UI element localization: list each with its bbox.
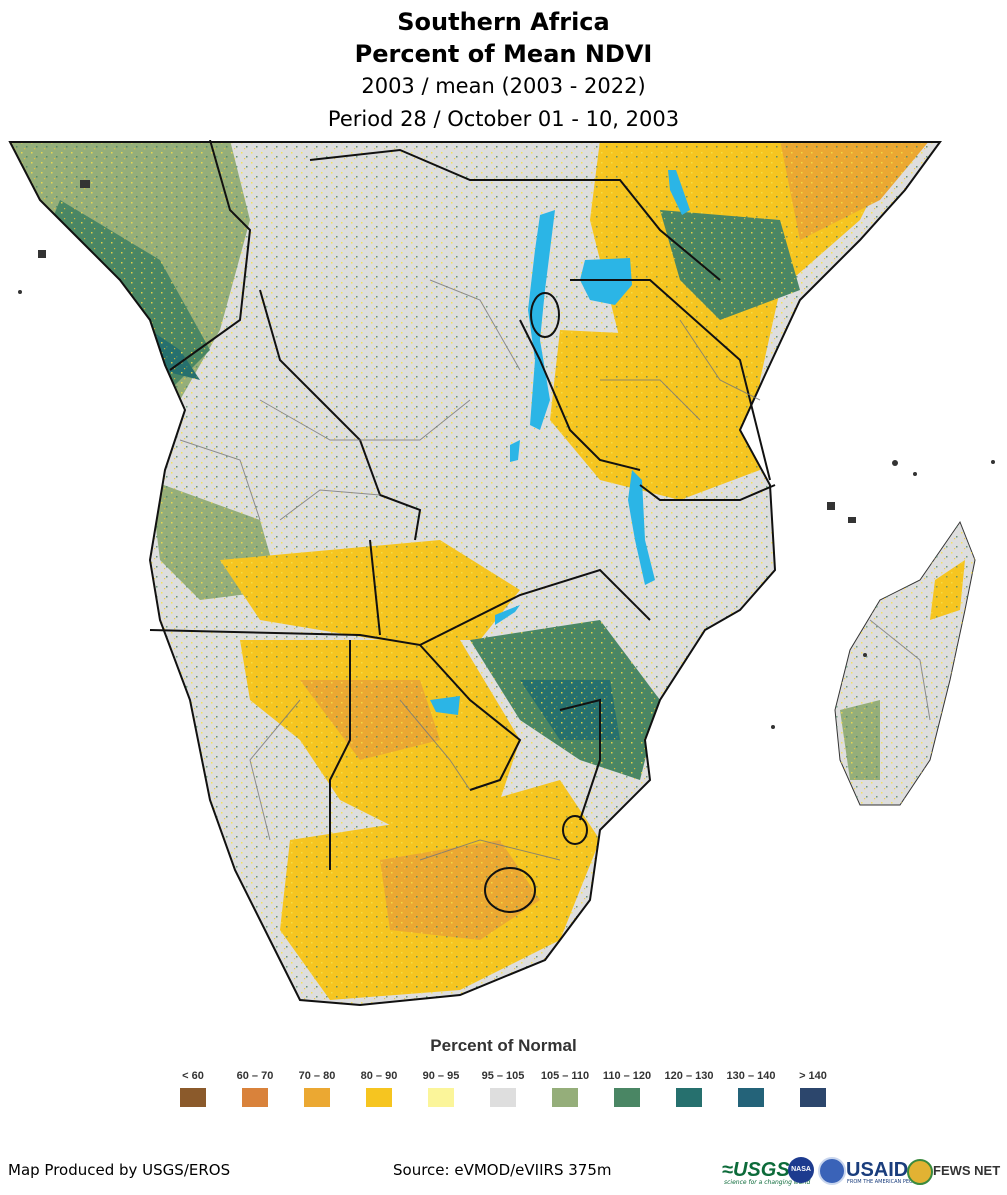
usgs-logo: ≈USGS xyxy=(722,1159,790,1181)
ndvi-map xyxy=(9,140,995,1006)
legend-item: 90 – 95 xyxy=(410,1068,472,1107)
legend-item-swatch xyxy=(242,1088,268,1107)
legend-item-label: 70 – 80 xyxy=(298,1070,336,1082)
legend-item-label: 60 – 70 xyxy=(236,1070,274,1082)
partner-logos: ≈USGS science for a changing world NASA … xyxy=(722,1155,1002,1187)
legend-item-swatch xyxy=(366,1088,392,1107)
legend-item: 130 – 140 xyxy=(720,1068,782,1107)
legend-item-label: 105 – 110 xyxy=(540,1070,590,1082)
lakes xyxy=(430,170,690,715)
legend-item: 95 – 105 xyxy=(472,1068,534,1107)
legend-item-label: 120 – 130 xyxy=(664,1070,714,1082)
legend-item-swatch xyxy=(800,1088,826,1107)
legend-item: 80 – 90 xyxy=(348,1068,410,1107)
madagascar xyxy=(834,520,976,806)
map-comparison: 2003 / mean (2003 - 2022) xyxy=(361,74,646,98)
fews-net-globe-icon xyxy=(907,1159,933,1185)
lake-okavango xyxy=(430,696,460,715)
legend-item: 60 – 70 xyxy=(224,1068,286,1107)
map-period: Period 28 / October 01 - 10, 2003 xyxy=(327,107,680,131)
admin-borders xyxy=(179,279,931,861)
legend-item-label: 110 – 120 xyxy=(602,1070,652,1082)
legend: < 60 60 – 70 70 – 80 80 – 90 90 – 95 95 – 105… xyxy=(162,1068,842,1118)
map-producer: Map Produced by USGS/EROS xyxy=(8,1161,231,1179)
burundi-border xyxy=(530,292,560,338)
legend-item-label: > 140 xyxy=(799,1070,827,1082)
nasa-logo: NASA xyxy=(788,1157,814,1183)
legend-item-label: 95 – 105 xyxy=(481,1070,525,1082)
legend-item-swatch xyxy=(738,1088,764,1107)
lake-kariba xyxy=(495,605,520,625)
africa-land xyxy=(10,142,940,1005)
usgs-tagline: science for a changing world xyxy=(724,1179,811,1186)
legend-item-swatch xyxy=(490,1088,516,1107)
eswatini-border xyxy=(562,815,588,845)
legend-item: < 60 xyxy=(162,1068,224,1107)
legend-item-swatch xyxy=(614,1088,640,1107)
legend-item-label: 80 – 90 xyxy=(360,1070,398,1082)
lake-turkana xyxy=(668,170,690,215)
map-subtitle: Percent of Mean NDVI xyxy=(354,40,653,68)
noaa-logo-icon xyxy=(818,1157,846,1185)
legend-item-swatch xyxy=(428,1088,454,1107)
legend-item: 105 – 110 xyxy=(534,1068,596,1107)
usaid-tagline: FROM THE AMERICAN PEOPLE xyxy=(847,1179,922,1185)
lake-mweru xyxy=(510,440,520,462)
legend-item: 120 – 130 xyxy=(658,1068,720,1107)
legend-item-label: < 60 xyxy=(182,1070,204,1082)
legend-item-label: 130 – 140 xyxy=(726,1070,776,1082)
lesotho-border xyxy=(484,867,536,913)
islands xyxy=(18,180,995,729)
lake-victoria xyxy=(580,258,632,305)
legend-item-swatch xyxy=(180,1088,206,1107)
legend-item: > 140 xyxy=(782,1068,844,1107)
lake-malawi xyxy=(628,470,655,585)
map-title: Southern Africa xyxy=(397,8,610,36)
legend-item-swatch xyxy=(304,1088,330,1107)
legend-item-label: 90 – 95 xyxy=(422,1070,460,1082)
usaid-logo: USAID xyxy=(846,1159,909,1181)
legend-item-swatch xyxy=(552,1088,578,1107)
legend-item-swatch xyxy=(676,1088,702,1107)
fews-net-logo: FEWS NET xyxy=(933,1163,1001,1178)
map-titles: Southern Africa Percent of Mean NDVI 200… xyxy=(0,6,1007,136)
map-source: Source: eVMOD/eVIIRS 375m xyxy=(393,1161,612,1179)
legend-title: Percent of Normal xyxy=(430,1036,577,1055)
lake-tanganyika xyxy=(528,210,555,430)
legend-item: 110 – 120 xyxy=(596,1068,658,1107)
legend-item: 70 – 80 xyxy=(286,1068,348,1107)
